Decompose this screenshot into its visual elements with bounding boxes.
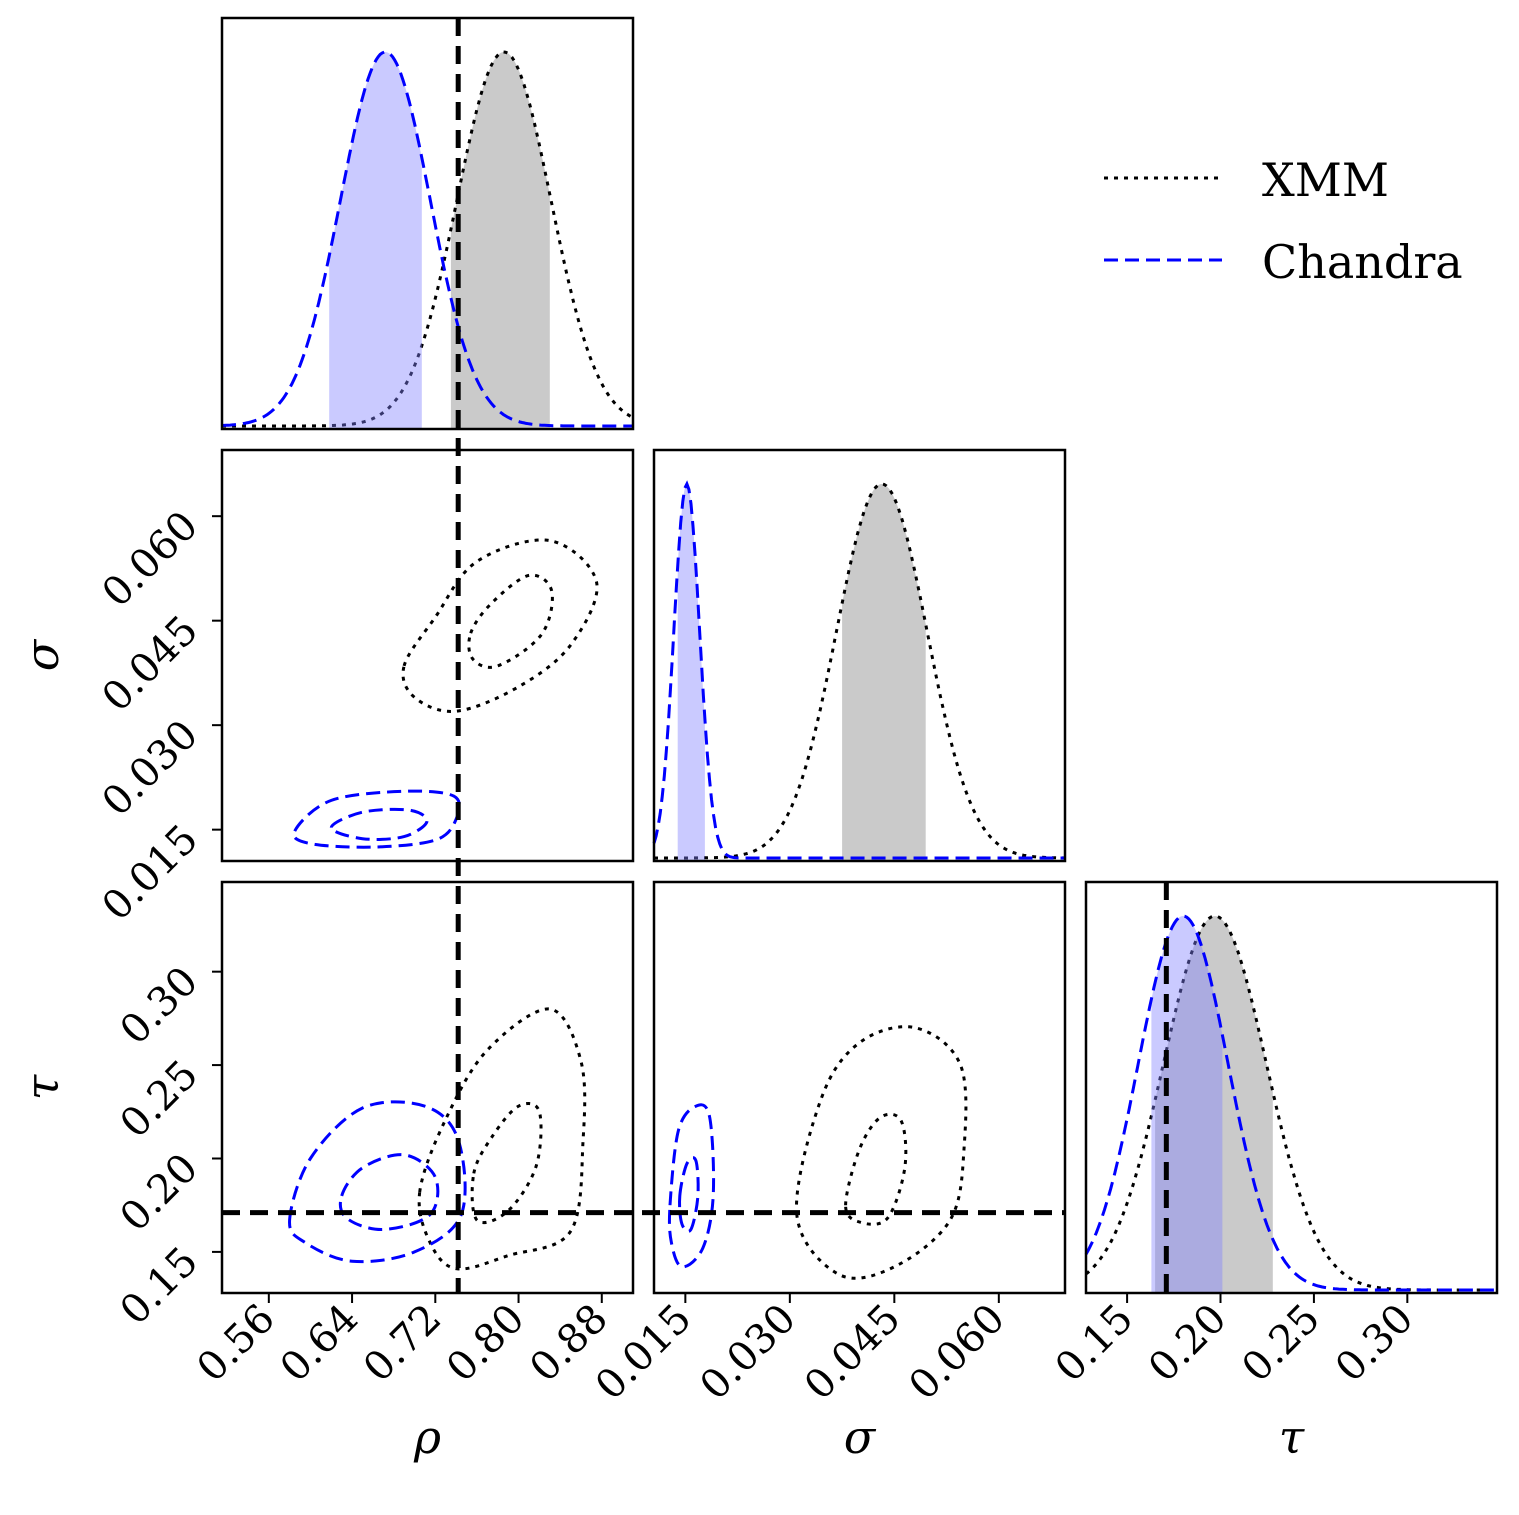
contours-rho-tau [288,1007,587,1271]
y-tick-label-sigma: 0.045 [94,607,208,721]
x-tick-label-sigma: 0.060 [900,1296,1014,1410]
marginal-fill-chandra-rho [329,52,422,429]
x-tick-label-rho: 0.80 [438,1296,534,1392]
panel-frame-tau-sigma [652,880,1067,1295]
marginal-fill-xmm-tau [1155,916,1273,1293]
panel-frame-sigma-rho [220,448,635,863]
x-tick-label-tau: 0.20 [1140,1296,1236,1392]
x-tick-label-tau: 0.25 [1233,1296,1329,1392]
marginal-fill-chandra-tau [1151,916,1223,1293]
y-tick-label-sigma: 0.030 [94,712,208,826]
marginal-curve-xmm-sigma [654,482,1065,860]
panel-frame-tau-rho [220,880,635,1295]
marginal-curve-xmm-rho [222,50,634,428]
contour-xmm-rho-tau-2 [417,1007,587,1271]
contours-sigma-tau [667,1025,968,1280]
marginal-fill-chandra-sigma [677,484,705,861]
y-tick-label-tau: 0.30 [112,958,208,1054]
panel-bg-tau-tau [1086,882,1497,1293]
x-axis-rho: 0.560.640.720.800.88ρ [188,1293,617,1464]
marginal-rho [221,50,634,429]
x-tick-label-sigma: 0.015 [587,1296,701,1410]
x-axis-label-sigma: σ [844,1410,877,1464]
legend: XMM Chandra [1104,153,1463,289]
contour-xmm-rho-tau-1 [470,1102,543,1225]
contour-xmm-rho-sigma-2 [401,538,599,713]
x-tick-label-sigma: 0.030 [691,1296,805,1410]
contour-chandra-rho-sigma-1 [329,807,429,841]
x-tick-label-rho: 0.72 [355,1296,451,1392]
contour-xmm-sigma-tau-2 [794,1025,968,1280]
y-axis-label-tau: τ [15,1073,69,1100]
y-tick-label-tau: 0.15 [112,1238,208,1334]
marginal-fill-xmm-rho [450,52,550,429]
contour-chandra-rho-tau-1 [338,1153,440,1232]
panel-frame-rho-rho [220,16,635,431]
legend-xmm-label: XMM [1262,153,1389,207]
marginal-fill-xmm-sigma [842,484,926,861]
y-tick-label-sigma: 0.060 [94,503,208,617]
marginal-tau [1084,914,1497,1293]
x-tick-label-rho: 0.56 [188,1296,284,1392]
x-axis-label-rho: ρ [413,1410,441,1464]
contour-chandra-sigma-tau-2 [667,1103,716,1269]
y-tick-label-sigma: 0.015 [94,816,208,930]
x-tick-label-rho: 0.64 [272,1296,368,1392]
contour-xmm-rho-sigma-1 [467,573,554,669]
x-axis-label-tau: τ [1279,1410,1306,1464]
x-tick-label-tau: 0.30 [1327,1296,1423,1392]
panel-bg-sigma-sigma [654,450,1065,861]
contour-xmm-sigma-tau-1 [844,1112,908,1226]
y-axis-tau: 0.150.200.250.30 τ [15,958,222,1334]
y-tick-label-tau: 0.20 [112,1145,208,1241]
panel-bg-sigma-rho [222,450,633,861]
panel-bg-rho-rho [222,18,633,429]
x-tick-label-sigma: 0.045 [796,1296,910,1410]
panel-frame-tau-tau [1084,880,1499,1295]
marginal-curve-chandra-rho [221,50,633,428]
panel-bg-tau-sigma [654,882,1065,1293]
marginal-curve-chandra-tau [1084,914,1497,1292]
y-axis-label-sigma: σ [15,638,69,671]
x-tick-label-tau: 0.15 [1047,1296,1143,1392]
panel-frame-sigma-sigma [652,448,1067,863]
contour-chandra-rho-tau-2 [288,1100,467,1264]
x-axis-tau: 0.150.200.250.30 τ [1047,1293,1423,1464]
truth-lines [222,18,1169,1293]
marginal-sigma [652,480,1065,861]
contour-chandra-sigma-tau-1 [678,1156,700,1233]
legend-chandra-label: Chandra [1262,235,1463,289]
marginal-curve-chandra-sigma [652,480,1065,860]
y-tick-label-tau: 0.25 [112,1052,208,1148]
